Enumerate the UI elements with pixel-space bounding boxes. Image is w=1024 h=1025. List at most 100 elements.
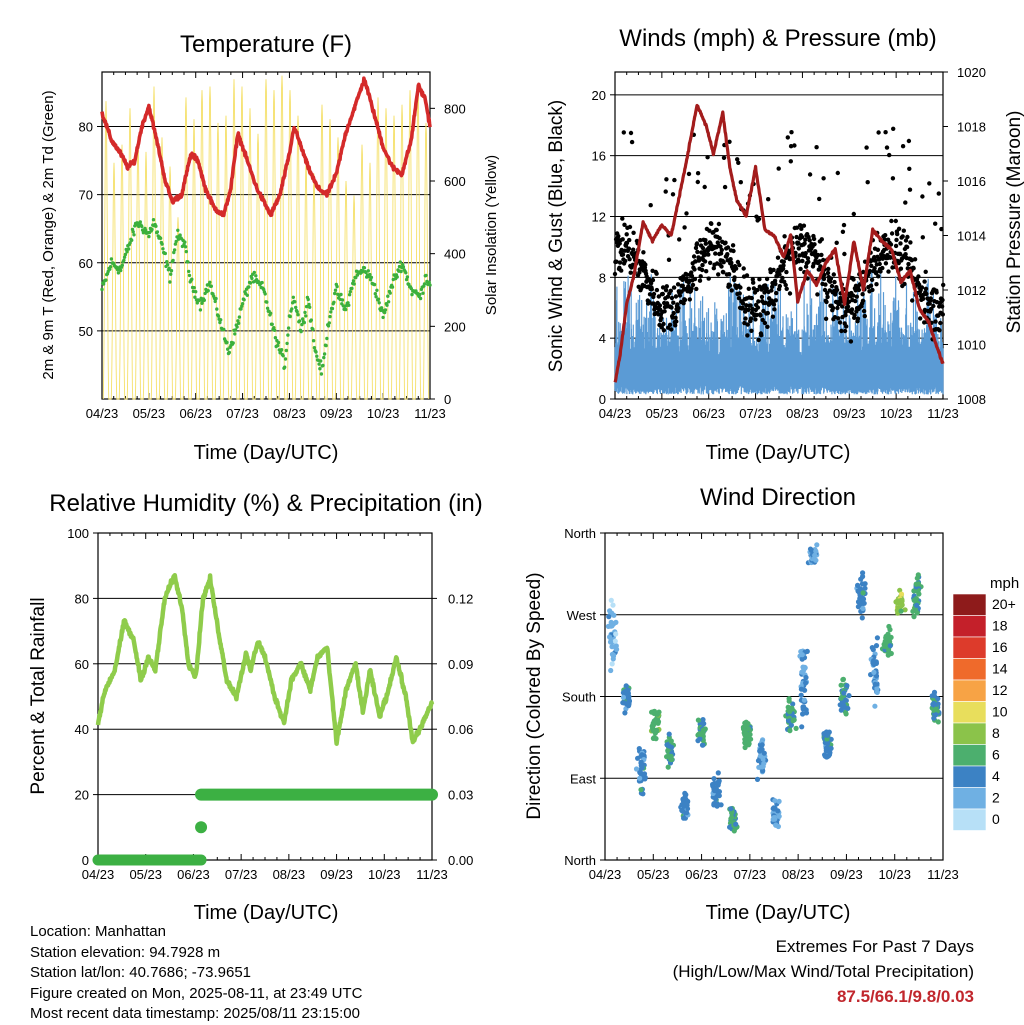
dewpoint-point xyxy=(187,269,191,274)
wind-direction-point xyxy=(712,801,719,807)
gust-point xyxy=(670,192,676,197)
dewpoint-point xyxy=(100,287,104,292)
gust-point xyxy=(922,279,927,284)
wind-direction-point xyxy=(914,575,920,581)
wind-direction-point xyxy=(664,742,670,748)
gust-point xyxy=(693,259,698,264)
wdir-title: Wind Direction xyxy=(700,484,856,511)
gust-point xyxy=(704,269,709,274)
dewpoint-point xyxy=(165,263,170,267)
gust-point xyxy=(890,176,896,181)
wind-direction-point xyxy=(874,689,880,696)
dewpoint-point xyxy=(144,228,148,232)
gust-point xyxy=(700,262,705,268)
gust-point xyxy=(843,313,848,318)
rh-xtick-label: 10/23 xyxy=(368,867,401,882)
wind-direction-point xyxy=(776,813,782,819)
gust-point xyxy=(770,284,775,289)
gust-point xyxy=(753,317,758,322)
dewpoint-point xyxy=(190,277,194,281)
wind-direction-point xyxy=(872,703,878,709)
gust-point xyxy=(765,324,770,329)
gust-point xyxy=(852,312,857,318)
solar-insolation-line xyxy=(102,75,430,400)
gust-point xyxy=(939,304,945,309)
gust-point xyxy=(721,270,726,275)
gust-point xyxy=(677,293,683,298)
pressure-line xyxy=(613,103,945,383)
gust-point xyxy=(849,310,854,315)
rh-xtick-label: 05/23 xyxy=(129,867,162,882)
gust-point xyxy=(663,189,668,194)
gust-point xyxy=(626,246,632,251)
rh-ytick-label: 100 xyxy=(67,526,89,541)
wind-direction-point xyxy=(935,719,941,725)
wind-ytick-right-label: 1020 xyxy=(957,65,986,80)
gust-point xyxy=(749,328,754,333)
gust-point xyxy=(685,272,690,277)
dewpoint-point xyxy=(306,297,310,302)
gust-point xyxy=(832,279,837,285)
gust-point xyxy=(923,286,929,291)
gust-point xyxy=(682,297,688,303)
extremes-value: 87.5/66.1/9.8/0.03 xyxy=(836,987,974,1006)
gust-point xyxy=(821,176,826,181)
dewpoint-point xyxy=(283,357,288,361)
wind-direction-point xyxy=(872,681,878,687)
gust-point xyxy=(671,300,676,305)
gust-point xyxy=(756,216,762,222)
wind-direction-point xyxy=(638,787,644,793)
gust-point xyxy=(705,155,710,160)
gust-point xyxy=(834,240,839,245)
gust-point xyxy=(785,135,790,140)
gust-point xyxy=(806,259,811,264)
gust-point xyxy=(903,200,908,205)
dewpoint-point xyxy=(168,280,172,284)
gust-point xyxy=(689,270,694,275)
dewpoint-point xyxy=(290,307,294,311)
temp-xtick-label: 09/23 xyxy=(320,406,353,421)
gust-point xyxy=(686,171,692,177)
station-info: Location: Manhattan Station elevation: 9… xyxy=(30,922,362,1025)
dewpoint-point xyxy=(362,266,367,270)
gust-point xyxy=(787,291,793,296)
temp-ylabel: 2m & 9m T (Red, Orange) & 2m Td (Green) xyxy=(40,90,57,379)
dewpoint-point xyxy=(172,250,176,255)
wind-ytick-right-label: 1018 xyxy=(957,120,986,135)
wind-direction-point xyxy=(859,615,865,621)
wind-direction-point xyxy=(638,759,644,765)
gust-point xyxy=(940,297,945,303)
dewpoint-point xyxy=(248,281,253,285)
dewpoint-point xyxy=(138,220,142,224)
dewpoint-point xyxy=(381,315,385,320)
dewpoint-point xyxy=(304,304,309,309)
gust-point xyxy=(663,288,669,293)
gust-point xyxy=(682,225,687,230)
gust-point xyxy=(783,282,788,288)
wind-direction-point xyxy=(803,674,809,681)
gust-point xyxy=(651,291,657,297)
wind-direction-point xyxy=(911,614,917,620)
colorbar-swatch xyxy=(952,658,987,681)
dewpoint-point xyxy=(219,318,223,322)
wind-direction-point xyxy=(911,588,917,594)
rh-xtick-label: 08/23 xyxy=(273,867,306,882)
gust-point xyxy=(815,292,820,297)
gust-point xyxy=(784,269,789,275)
dewpoint-point xyxy=(198,308,203,312)
dewpoint-point xyxy=(208,280,212,284)
gust-point xyxy=(742,320,747,326)
dewpoint-point xyxy=(383,310,387,315)
gust-point xyxy=(721,155,727,160)
temp-ytick-label: 80 xyxy=(79,120,93,135)
gust-point xyxy=(756,337,761,343)
wind-direction-point xyxy=(874,635,881,641)
gust-point xyxy=(919,285,925,290)
wind-direction-point xyxy=(666,753,672,759)
gust-point xyxy=(829,283,835,289)
wind-direction-point xyxy=(620,694,627,701)
gust-point xyxy=(702,259,708,264)
wind-direction-point xyxy=(728,806,734,812)
dewpoint-point xyxy=(339,292,343,297)
dewpoint-point xyxy=(418,296,423,301)
